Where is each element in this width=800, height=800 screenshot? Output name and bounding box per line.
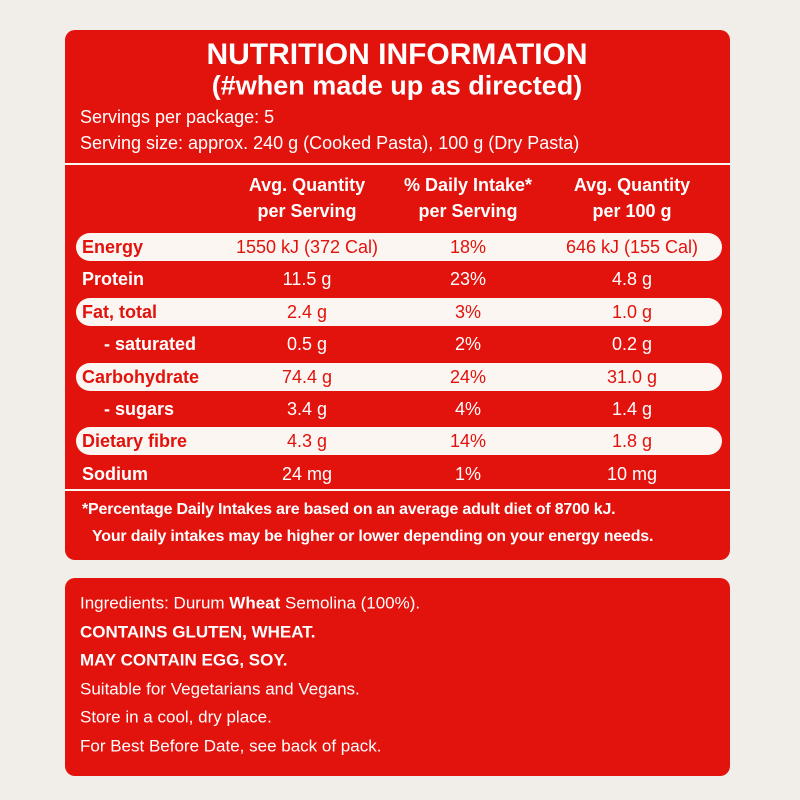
ingredients-panel [65, 578, 730, 776]
nutrient-value: 2% [454, 334, 482, 355]
ingredient-text: Wheat [229, 593, 281, 613]
nutrient-value: 24% [449, 366, 487, 387]
nutrient-label: Energy [82, 237, 144, 257]
ingredient-line: For Best Before Date, see back of pack. [80, 738, 381, 755]
column-header: % Daily Intake* [403, 175, 533, 195]
nutrient-value: 3.4 g [286, 399, 328, 419]
footnote: *Percentage Daily Intakes are based on a… [82, 501, 616, 518]
column-header: per Serving [257, 201, 357, 221]
ingredient-text: CONTAINS GLUTEN, WHEAT. [80, 622, 316, 642]
nutrient-value: 14% [449, 431, 487, 452]
row-highlight [76, 427, 722, 456]
ingredient-line: Suitable for Vegetarians and Vegans. [80, 680, 360, 697]
nutrient-label: Carbohydrate [82, 366, 200, 387]
ingredient-line: Store in a cool, dry place. [80, 709, 272, 726]
servings: Servings per package: 5 [80, 107, 275, 127]
ingredient-line: CONTAINS GLUTEN, WHEAT. [80, 623, 315, 640]
nutrient-value: 0.5 g [286, 334, 328, 355]
nutrient-value: 24 mg [281, 463, 333, 484]
nutrient-value: 4.8 g [611, 269, 653, 290]
nutrient-label: Dietary fibre [82, 431, 188, 452]
nutrient-value: 1.8 g [611, 431, 653, 452]
divider [65, 163, 730, 165]
nutrient-value: 1% [454, 463, 482, 484]
divider [65, 489, 730, 491]
ingredient-text: Suitable for Vegetarians and Vegans. [80, 679, 360, 699]
nutrient-label: Sodium [82, 463, 148, 484]
nutrient-value: 74.4 g [281, 366, 333, 387]
nutrient-value: 31.0 g [606, 366, 658, 387]
ingredient-text: Ingredients: Durum [80, 593, 230, 613]
column-header: per Serving [418, 201, 518, 221]
ingredient-text: MAY CONTAIN EGG, SOY. [80, 650, 288, 670]
ingredient-text: Store in a cool, dry place. [80, 707, 272, 727]
row-highlight [76, 362, 722, 391]
nutrient-value: 2.4 g [286, 301, 328, 322]
nutrient-value: 4.3 g [286, 431, 328, 452]
nutrient-value: 0.2 g [611, 334, 653, 355]
nutrient-value: 10 mg [606, 463, 658, 484]
footnote: Your daily intakes may be higher or lowe… [92, 528, 654, 545]
serving-size: Serving size: approx. 240 g (Cooked Past… [80, 133, 580, 153]
column-header: Avg. Quantity [248, 175, 366, 195]
title: NUTRITION INFORMATION [206, 38, 588, 71]
nutrient-value: 646 kJ (155 Cal) [565, 237, 699, 257]
nutrient-value: 1.0 g [611, 301, 653, 322]
nutrition-panel [65, 30, 730, 560]
nutrient-label: - sugars [104, 399, 175, 419]
ingredient-line: MAY CONTAIN EGG, SOY. [80, 652, 288, 669]
column-header: Avg. Quantity [573, 175, 691, 195]
nutrient-value: 3% [454, 301, 482, 322]
nutrient-value: 11.5 g [282, 269, 332, 290]
row-highlight [76, 297, 722, 326]
nutrient-value: 18% [449, 237, 487, 257]
nutrient-value: 1550 kJ (372 Cal) [235, 237, 379, 257]
nutrient-label: - saturated [104, 334, 197, 355]
nutrient-value: 4% [454, 399, 482, 419]
ingredient-text: Semolina (100%). [280, 593, 421, 613]
nutrient-value: 23% [449, 269, 487, 290]
column-header: per 100 g [592, 201, 672, 221]
subtitle: (#when made up as directed) [211, 70, 583, 101]
ingredient-text: For Best Before Date, see back of pack. [80, 736, 382, 756]
row-highlight [76, 233, 722, 261]
nutrient-label: Protein [82, 269, 145, 290]
ingredient-line: Ingredients: Durum Wheat Semolina (100%)… [80, 595, 420, 612]
nutrient-label: Fat, total [82, 301, 157, 322]
nutrient-value: 1.4 g [611, 399, 653, 419]
